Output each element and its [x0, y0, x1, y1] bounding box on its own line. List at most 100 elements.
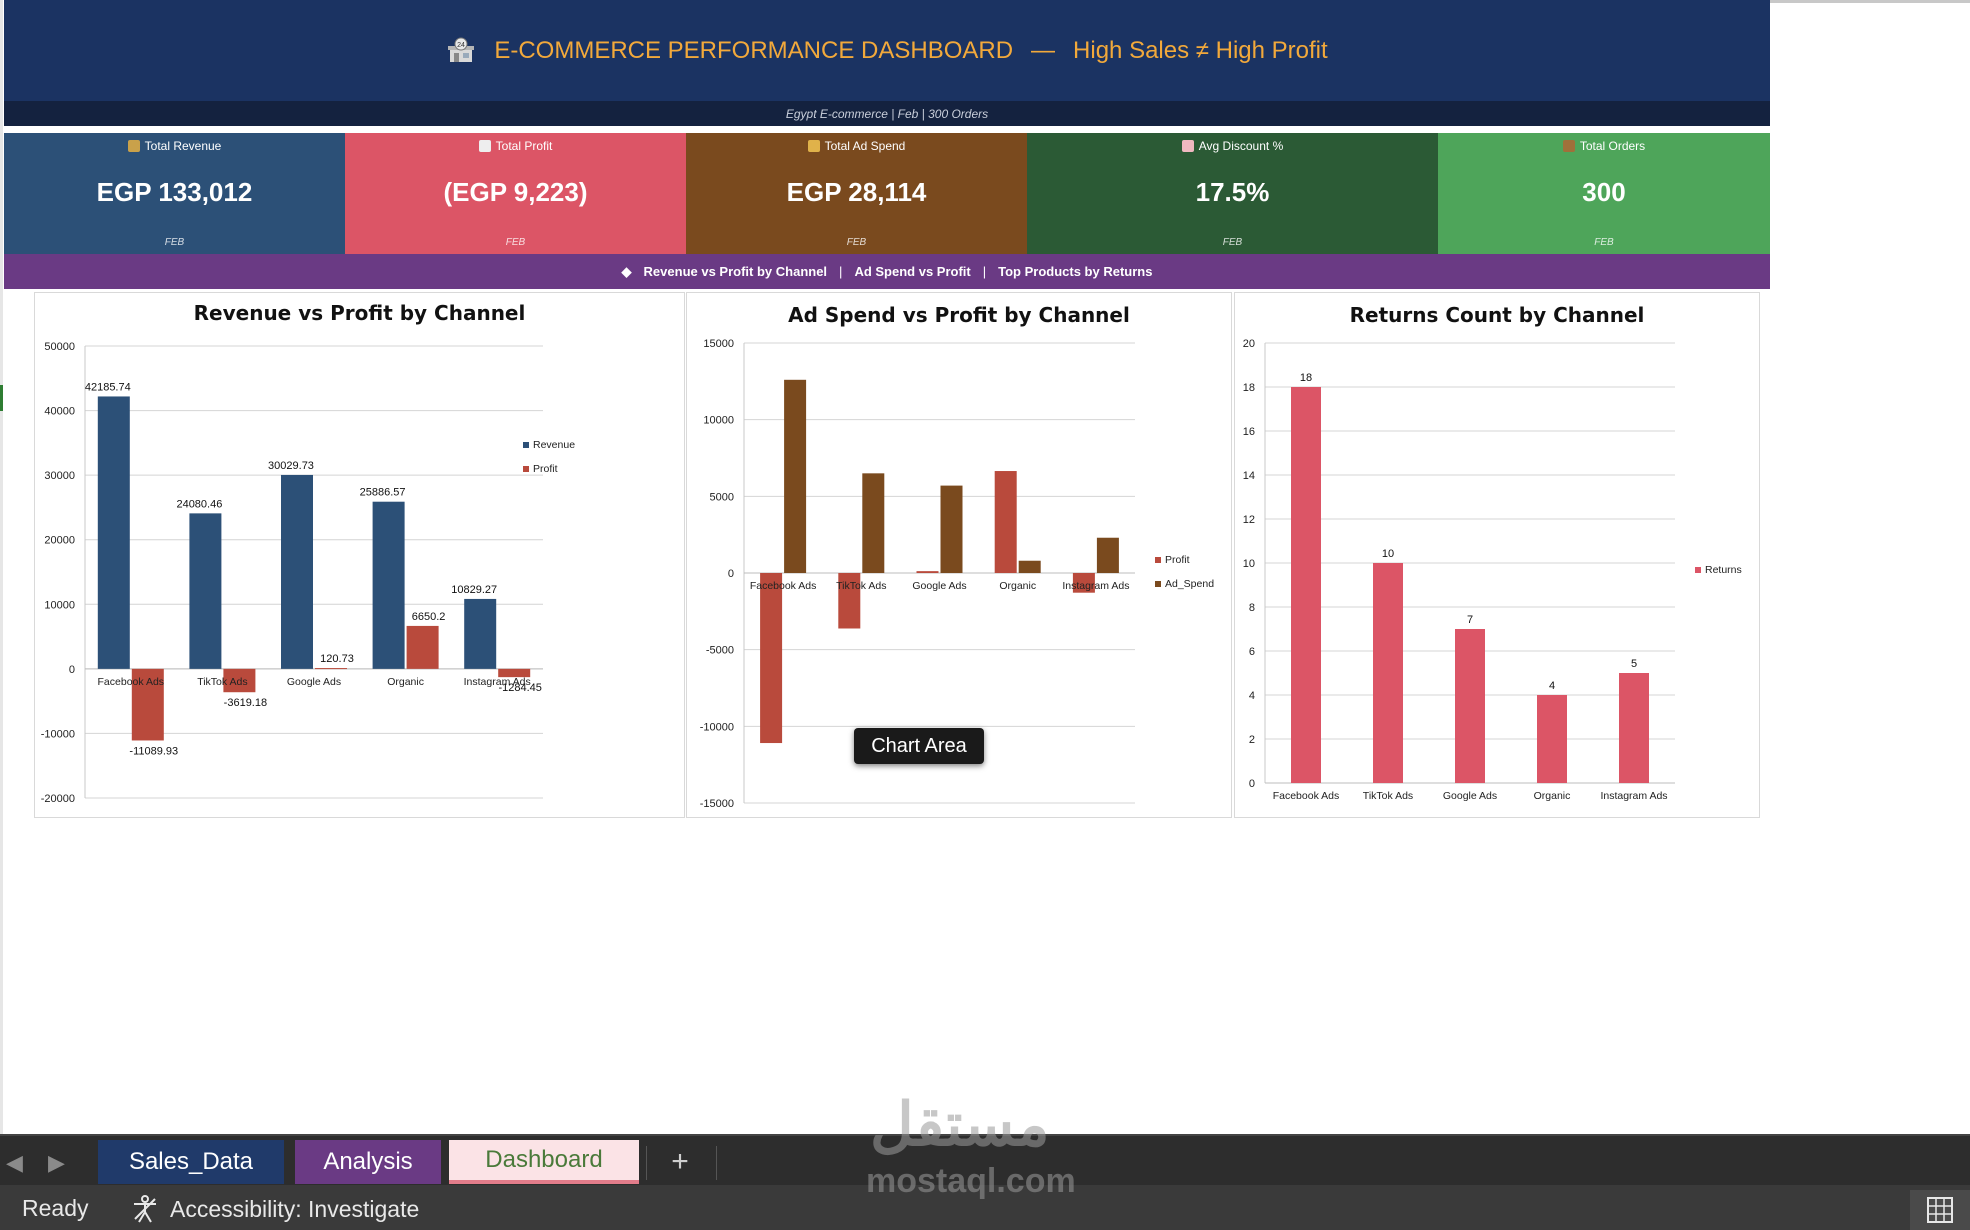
- bar-profit: [131, 668, 164, 741]
- category-label: TikTok Ads: [836, 580, 886, 592]
- y-tick-label: 12: [1243, 514, 1255, 526]
- category-label: Google Ads: [1443, 790, 1497, 802]
- y-tick-label: 5000: [710, 491, 734, 503]
- kpi-period: FEB: [846, 237, 867, 248]
- bar-profit: [838, 573, 861, 629]
- y-tick-label: -10000: [700, 721, 734, 733]
- add-sheet-button[interactable]: +: [671, 1145, 689, 1178]
- chart-svg: -15000 -10000 -5000 0 5000 10000 15000 Facebook…: [700, 338, 1214, 810]
- y-tick-label: 30000: [44, 470, 75, 482]
- data-label: 10829.27: [451, 584, 497, 596]
- dashboard-header: 24 E-COMMERCE PERFORMANCE DASHBOARD — Hi…: [4, 0, 1770, 101]
- kpi-value: 300: [1582, 177, 1626, 207]
- data-label: 10: [1382, 548, 1394, 560]
- tab-sales-data[interactable]: Sales_Data: [98, 1140, 284, 1184]
- bar-returns: [1291, 387, 1321, 783]
- chart-area-tooltip: Chart Area: [854, 728, 984, 764]
- status-bar: Ready Accessibility: Investigate: [0, 1185, 1970, 1230]
- nav-ad-spend-vs-profit[interactable]: Ad Spend vs Profit: [854, 264, 971, 279]
- bar-revenue: [372, 501, 405, 669]
- tag-icon: [1181, 140, 1194, 152]
- bar-returns: [1537, 695, 1567, 783]
- nav-top-products-returns[interactable]: Top Products by Returns: [998, 264, 1153, 279]
- bar-profit: [315, 668, 347, 670]
- y-tick-label: 16: [1243, 426, 1255, 438]
- bar-ad-spend: [1018, 560, 1041, 573]
- category-label: Organic: [999, 580, 1036, 592]
- data-label: 42185.74: [85, 381, 131, 393]
- sheet-border: [1770, 0, 1970, 3]
- y-tick-label: -15000: [700, 798, 734, 810]
- kpi-value: (EGP 9,223): [443, 177, 588, 207]
- legend-label: Profit: [533, 463, 558, 475]
- bar-profit: [1072, 573, 1095, 593]
- diamond-icon: ◆: [621, 263, 632, 279]
- kpi-value: EGP 28,114: [786, 177, 927, 207]
- chart-returns-count[interactable]: Returns Count by Channel 0 2 4 6 8 10 12 14 16 18…: [1234, 292, 1760, 818]
- scroll-right-icon[interactable]: ▶: [48, 1150, 65, 1175]
- bar-revenue: [97, 396, 130, 669]
- bar-revenue: [281, 474, 313, 669]
- y-tick-label: 50000: [44, 341, 75, 353]
- bar-profit: [498, 668, 531, 678]
- bar-profit: [994, 471, 1017, 573]
- bar-profit: [916, 571, 939, 573]
- data-label: 25886.57: [360, 487, 406, 499]
- bar-returns: [1373, 563, 1403, 783]
- y-tick-label: 18: [1243, 382, 1255, 394]
- kpi-card-avg-discount: Avg Discount % 17.5% FEB: [1027, 133, 1438, 254]
- normal-view-button[interactable]: [1910, 1190, 1970, 1230]
- kpi-label: Total Revenue: [144, 139, 222, 153]
- bar-profit: [223, 668, 256, 693]
- category-label: Facebook Ads: [750, 580, 817, 592]
- legend-swatch: [1155, 581, 1161, 587]
- kpi-card-total-ad-spend: Total Ad Spend EGP 28,114 FEB: [686, 133, 1027, 254]
- legend-label: Ad_Spend: [1165, 578, 1214, 590]
- data-label: 7: [1467, 614, 1473, 626]
- y-tick-label: 10000: [44, 599, 75, 611]
- data-label: -1284.45: [498, 682, 541, 694]
- scroll-left-icon[interactable]: ◀: [6, 1150, 23, 1175]
- accessibility-status[interactable]: Accessibility: Investigate: [130, 1194, 419, 1224]
- bar-revenue: [189, 513, 222, 669]
- y-tick-label: 20: [1243, 338, 1255, 350]
- chart-title: Ad Spend vs Profit by Channel: [788, 303, 1130, 327]
- legend-label: Returns: [1705, 564, 1742, 576]
- category-label: TikTok Ads: [1363, 790, 1413, 802]
- y-tick-label: 8: [1249, 602, 1255, 614]
- category-label: Organic: [1534, 790, 1571, 802]
- kpi-period: FEB: [164, 237, 185, 248]
- chart-revenue-vs-profit[interactable]: Revenue vs Profit by Channel -20000 -1000…: [34, 292, 685, 818]
- svg-text:24: 24: [457, 42, 465, 49]
- kpi-label: Total Ad Spend: [824, 139, 906, 153]
- category-label: Instagram Ads: [1062, 580, 1129, 592]
- kpi-card-total-orders: Total Orders 300 FEB: [1438, 133, 1770, 254]
- data-label: 30029.73: [268, 460, 314, 472]
- data-label: 4: [1549, 680, 1555, 692]
- nav-revenue-vs-profit[interactable]: Revenue vs Profit by Channel: [643, 264, 828, 279]
- chart-title: Revenue vs Profit by Channel: [193, 301, 526, 325]
- category-label: Instagram Ads: [1600, 790, 1667, 802]
- legend-swatch: [523, 442, 529, 448]
- category-label: TikTok Ads: [197, 676, 247, 688]
- data-label: -3619.18: [224, 697, 267, 709]
- data-label: 5: [1631, 658, 1637, 670]
- tab-dashboard[interactable]: Dashboard: [449, 1140, 639, 1184]
- y-tick-label: -5000: [706, 645, 734, 657]
- grid-view-icon: [1927, 1197, 1953, 1223]
- data-label: 24080.46: [176, 498, 222, 510]
- y-tick-label: 0: [728, 568, 734, 580]
- data-label: -11089.93: [129, 745, 178, 757]
- y-tick-label: 0: [69, 664, 75, 676]
- data-label: 6650.2: [412, 611, 446, 623]
- dashboard-tagline: High Sales ≠ High Profit: [1073, 36, 1328, 64]
- y-tick-label: 0: [1249, 778, 1255, 790]
- money-bag-icon: [127, 140, 140, 152]
- y-tick-label: 14: [1243, 470, 1255, 482]
- y-tick-label: 4: [1249, 690, 1255, 702]
- tab-analysis[interactable]: Analysis: [295, 1140, 441, 1184]
- chart-title: Returns Count by Channel: [1349, 303, 1645, 327]
- kpi-row: Total Revenue EGP 133,012 FEB Total Prof…: [4, 133, 1770, 254]
- section-nav: ◆ Revenue vs Profit by Channel | Ad Spen…: [4, 254, 1770, 289]
- worksheet: 24 E-COMMERCE PERFORMANCE DASHBOARD — Hi…: [0, 0, 1970, 1134]
